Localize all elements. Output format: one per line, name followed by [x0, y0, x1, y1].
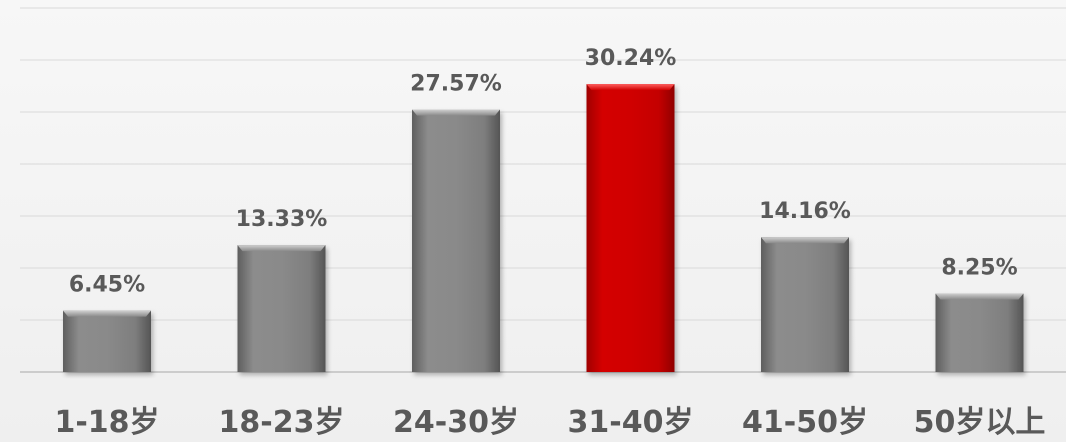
bar-cap: [935, 293, 1024, 300]
bar-cap: [412, 109, 500, 116]
bar: [412, 109, 500, 372]
category-label: 18-23岁: [219, 405, 345, 440]
category-label: 41-50岁: [742, 405, 868, 440]
gridlines: [20, 7, 1066, 373]
category-labels: 1-18岁 18-23岁 24-30岁 31-40岁 41-50岁 50岁以上: [54, 405, 1045, 440]
bar: [237, 245, 326, 372]
data-label: 13.33%: [236, 207, 328, 232]
category-label: 1-18岁: [54, 405, 159, 440]
bar: [63, 310, 151, 372]
bar-highlight: [586, 84, 675, 372]
data-label: 27.57%: [410, 72, 502, 97]
data-label: 30.24%: [585, 46, 677, 71]
bars: [63, 84, 1024, 372]
bar-cap: [237, 245, 326, 252]
category-label: 24-30岁: [393, 405, 519, 440]
bar-cap: [761, 237, 849, 244]
category-label: 31-40岁: [568, 405, 694, 440]
bar: [761, 237, 849, 372]
bar-cap: [586, 84, 675, 91]
data-label: 14.16%: [759, 199, 851, 224]
data-label: 8.25%: [941, 255, 1017, 280]
data-label: 6.45%: [69, 273, 145, 298]
bar: [935, 293, 1024, 372]
data-labels: 6.45% 13.33% 27.57% 30.24% 14.16% 8.25%: [69, 46, 1018, 297]
category-label: 50岁以上: [914, 405, 1046, 440]
bar-cap: [63, 310, 151, 317]
